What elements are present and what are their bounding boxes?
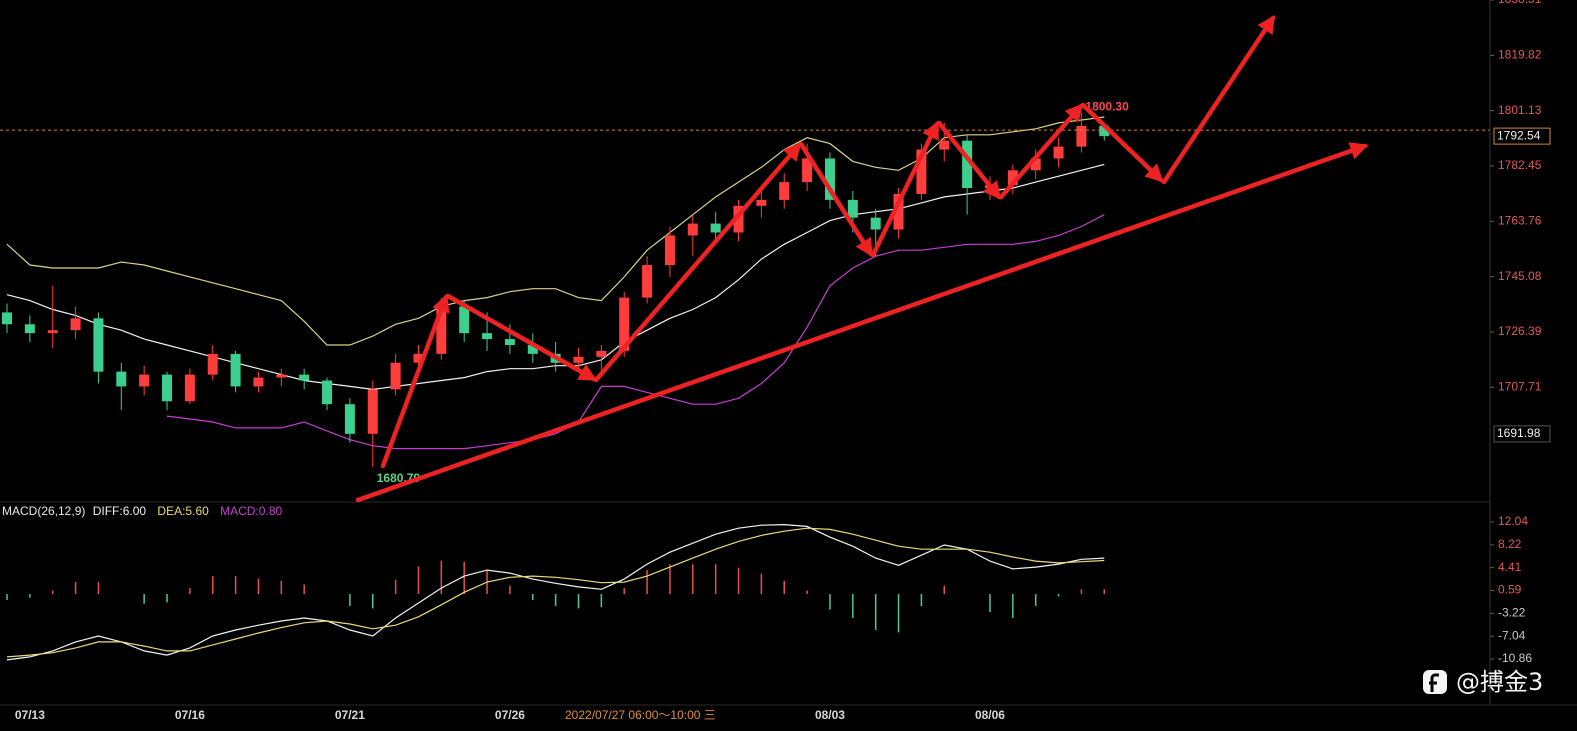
- x-tick-label: 08/03: [815, 708, 845, 722]
- trend-arrow: [870, 120, 940, 258]
- marker-price-label: 1691.98: [1497, 426, 1541, 440]
- candle-body: [162, 374, 173, 402]
- trend-arrow: [998, 103, 1084, 200]
- candle-body: [779, 182, 790, 200]
- candle-body: [276, 374, 287, 378]
- candle-body: [756, 199, 767, 206]
- trend-arrow: [355, 142, 1369, 503]
- candle-body: [619, 297, 630, 351]
- candle-body: [642, 265, 653, 298]
- y-tick-label: 1745.08: [1498, 269, 1542, 283]
- x-tick-label: 07/26: [495, 708, 525, 722]
- candle-body: [459, 306, 470, 334]
- candle-body: [322, 380, 333, 405]
- candle-body: [504, 339, 515, 345]
- candle-body: [870, 217, 881, 230]
- candle-body: [596, 350, 607, 357]
- macd-title: MACD(26,12,9): [2, 504, 85, 518]
- candle-body: [916, 149, 927, 194]
- candle-body: [436, 306, 447, 354]
- candle-body: [184, 374, 195, 402]
- trend-arrow: [936, 120, 1002, 200]
- y-tick-label: -7.04: [1498, 628, 1526, 642]
- crosshair-label: 2022/07/27 06:00～10:00 三: [565, 708, 716, 722]
- marker-price-box: [1493, 425, 1551, 443]
- x-tick-label: 07/16: [175, 708, 205, 722]
- candle-body: [47, 330, 58, 334]
- candle-body: [824, 158, 835, 200]
- y-tick-label: 1707.71: [1498, 379, 1542, 393]
- y-tick-label: 8.22: [1498, 537, 1522, 551]
- candle-body: [1053, 146, 1064, 159]
- candle-body: [847, 199, 858, 218]
- last-price-box: [1493, 127, 1551, 145]
- last-price-label: 1792.54: [1497, 128, 1541, 142]
- macd-label: MACD:0.80: [220, 504, 282, 518]
- x-tick-label: 07/13: [15, 708, 45, 722]
- candle-body: [962, 140, 973, 189]
- candle-body: [1007, 170, 1018, 186]
- candle-body: [139, 374, 150, 387]
- candle-body: [93, 318, 104, 372]
- candle-body: [367, 389, 378, 434]
- candle-body: [413, 353, 424, 363]
- candle-body: [733, 205, 744, 233]
- y-tick-label: -3.22: [1498, 606, 1526, 620]
- y-tick-label: 4.41: [1498, 560, 1522, 574]
- candle-body: [2, 312, 12, 325]
- candle-body: [344, 404, 355, 434]
- y-tick-label: 1763.76: [1498, 214, 1542, 228]
- candle-body: [253, 377, 264, 387]
- candle-body: [70, 318, 81, 331]
- diff-label: DIFF:6.00: [93, 504, 147, 518]
- trend-arrow: [1161, 15, 1276, 185]
- band-line: [166, 214, 1105, 450]
- candle-body: [573, 356, 584, 363]
- candle-body: [664, 235, 675, 266]
- candle-body: [1030, 158, 1041, 171]
- candle-body: [939, 140, 950, 150]
- candle-body: [230, 353, 241, 387]
- trend-arrow: [593, 142, 802, 383]
- macd-line: [6, 527, 1105, 658]
- y-tick-label: 0.59: [1498, 583, 1522, 597]
- trend-arrows: [355, 15, 1369, 503]
- candle-body: [207, 353, 218, 375]
- watermark-icon-glyph: [1429, 673, 1439, 692]
- trend-arrow: [1080, 102, 1164, 183]
- trend-arrow: [798, 141, 874, 258]
- x-tick-label: 08/06: [975, 708, 1005, 722]
- candle-body: [482, 333, 493, 340]
- candle-body: [893, 193, 904, 230]
- candle-body: [116, 371, 127, 387]
- y-tick-label: -10.86: [1498, 651, 1532, 665]
- y-tick-label: 1726.39: [1498, 324, 1542, 338]
- watermark: @搏金3: [1423, 668, 1543, 696]
- high-label: 1800.30: [1085, 99, 1129, 113]
- y-tick-label: 12.04: [1498, 514, 1528, 528]
- candle-body: [710, 223, 721, 233]
- candle-body: [802, 158, 813, 183]
- macd-header: MACD(26,12,9) DIFF:6.00 DEA:5.60 MACD:0.…: [2, 504, 282, 518]
- y-tick-label: 1782.45: [1498, 158, 1542, 172]
- candle-body: [299, 374, 310, 381]
- macd-line: [6, 523, 1105, 661]
- candle-body: [527, 344, 538, 354]
- trend-arrow: [445, 293, 598, 382]
- y-tick-label: 1819.82: [1498, 48, 1542, 62]
- candle-body: [390, 362, 401, 390]
- watermark-text: @搏金3: [1456, 668, 1543, 696]
- trend-arrow: [380, 293, 450, 469]
- candle-body: [1099, 125, 1110, 137]
- y-tick-label: 1801.13: [1498, 103, 1542, 117]
- candle-body: [24, 324, 35, 334]
- y-tick-label: 1838.51: [1498, 0, 1542, 6]
- x-tick-label: 07/21: [335, 708, 365, 722]
- macd-panel: 12.04 8.22 4.41 0.59 -3.22 -7.04 -10.86: [6, 514, 1532, 665]
- candle-body: [1076, 125, 1087, 147]
- dea-label: DEA:5.60: [157, 504, 209, 518]
- candle-body: [687, 223, 698, 236]
